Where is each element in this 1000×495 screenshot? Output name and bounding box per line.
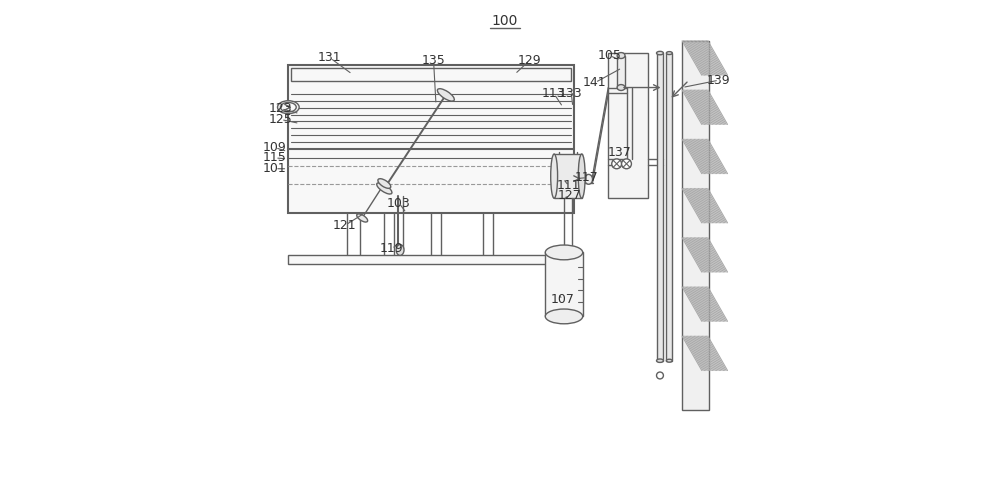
Bar [288, 255, 574, 264]
Ellipse shape [280, 102, 296, 112]
Text: 113: 113 [542, 88, 565, 100]
Text: 115: 115 [263, 151, 286, 164]
Bar [291, 68, 571, 81]
Ellipse shape [578, 154, 585, 198]
Ellipse shape [545, 309, 583, 324]
Bar [288, 65, 574, 213]
Text: 137: 137 [607, 147, 631, 159]
Ellipse shape [278, 100, 299, 114]
Ellipse shape [357, 214, 368, 222]
Bar [617, 55, 625, 88]
Ellipse shape [437, 89, 454, 101]
Text: 123: 123 [269, 102, 292, 115]
Text: 141: 141 [583, 76, 606, 89]
Ellipse shape [585, 174, 593, 184]
Text: 105: 105 [597, 49, 621, 62]
Circle shape [612, 159, 622, 169]
Bar [657, 53, 663, 361]
Ellipse shape [666, 51, 672, 54]
Bar [682, 41, 709, 410]
Ellipse shape [617, 52, 625, 58]
Text: 103: 103 [387, 197, 411, 210]
Text: 121: 121 [333, 219, 356, 232]
Circle shape [622, 159, 631, 169]
Text: 100: 100 [492, 14, 518, 28]
Text: 135: 135 [421, 54, 445, 67]
Text: 127: 127 [558, 189, 581, 202]
Ellipse shape [551, 154, 558, 198]
Text: 139: 139 [707, 74, 730, 87]
Text: 107: 107 [551, 293, 575, 306]
Ellipse shape [657, 51, 663, 55]
Ellipse shape [617, 85, 625, 91]
Bar [666, 53, 672, 361]
Text: 117: 117 [575, 171, 599, 184]
Ellipse shape [545, 245, 583, 260]
Ellipse shape [378, 179, 391, 188]
Text: 125: 125 [269, 113, 292, 126]
Text: 119: 119 [379, 243, 403, 255]
Bar [608, 53, 648, 198]
Text: 111: 111 [557, 180, 580, 193]
Text: 133: 133 [559, 88, 583, 100]
Bar [554, 154, 582, 198]
Text: 109: 109 [263, 141, 286, 154]
Text: 129: 129 [517, 54, 541, 67]
Ellipse shape [666, 359, 672, 362]
Ellipse shape [377, 183, 392, 194]
Text: 101: 101 [263, 162, 286, 175]
Bar [545, 252, 583, 316]
Circle shape [657, 372, 663, 379]
Text: 131: 131 [318, 51, 342, 64]
Ellipse shape [657, 359, 663, 362]
Ellipse shape [396, 245, 404, 255]
